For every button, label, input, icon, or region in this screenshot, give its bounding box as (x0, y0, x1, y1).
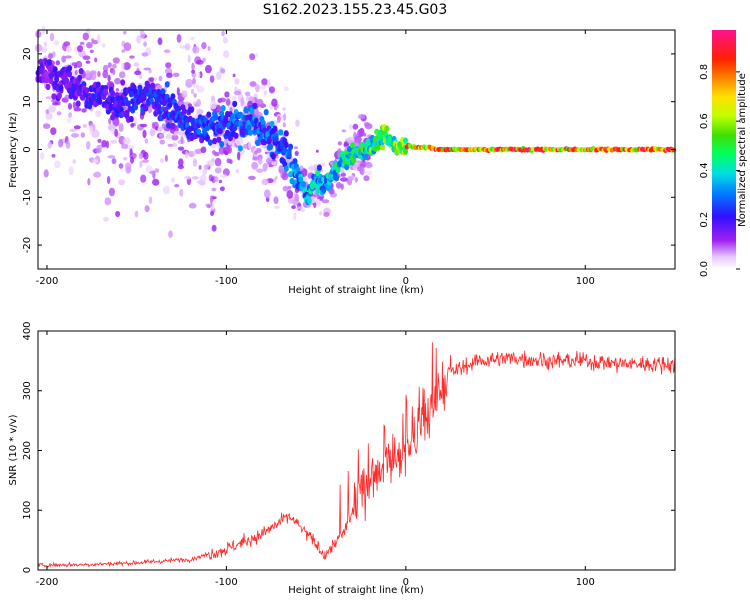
y-tick-label: -10 (22, 189, 33, 205)
spectrogram-y-ticks: -20 -10 0 10 20 (22, 48, 675, 253)
x-tick-label: -200 (36, 276, 59, 287)
snr-ylabel: SNR (10 * v/v) (8, 414, 19, 485)
x-tick-label: -100 (215, 577, 238, 588)
x-tick-label: 100 (576, 577, 595, 588)
snr-x-ticks: -200 -100 0 100 (36, 331, 595, 588)
colorbar-label: Normalized spectral amplitude (737, 73, 748, 227)
x-tick-label: -100 (215, 276, 238, 287)
colorbar-tick-label: 0.0 (699, 261, 710, 277)
snr-series-line (37, 342, 676, 569)
snr-y-ticks: 0 100 200 300 400 (22, 321, 675, 573)
spectrogram-x-ticks: -200 -100 0 100 (36, 30, 595, 287)
y-tick-label: 10 (22, 95, 33, 108)
spectrogram-ylabel: Frequency (Hz) (8, 112, 19, 188)
colorbar-tick-label: 0.6 (699, 113, 710, 129)
y-tick-label: 20 (22, 48, 33, 61)
y-tick-label: 0 (22, 567, 33, 573)
x-tick-label: -200 (36, 577, 59, 588)
x-tick-label: 0 (403, 577, 409, 588)
colorbar-tick-label: 0.8 (699, 64, 710, 80)
spectrogram-image (34, 25, 677, 238)
colorbar-tick-label: 0.2 (699, 212, 710, 228)
y-tick-label: 200 (22, 441, 33, 460)
snr-panel: -200 -100 0 100 0 100 200 300 400 Height of str… (8, 321, 676, 596)
x-tick-label: 0 (403, 276, 409, 287)
x-tick-label: 100 (576, 276, 595, 287)
colorbar-tick-label: 0.4 (699, 162, 710, 178)
y-tick-label: 100 (22, 501, 33, 520)
colorbar-ticks: 0.0 0.2 0.4 0.6 0.8 (699, 64, 740, 277)
figure-title: S162.2023.155.23.45.G03 (263, 2, 448, 18)
snr-xlabel: Height of straight line (km) (288, 585, 424, 596)
y-tick-label: 300 (22, 381, 33, 400)
snr-frame (37, 330, 676, 571)
y-tick-label: -20 (22, 237, 33, 253)
y-tick-label: 0 (22, 146, 33, 152)
colorbar-gradient (712, 30, 736, 269)
spectrogram-xlabel: Height of straight line (km) (288, 285, 424, 296)
y-tick-label: 400 (22, 321, 33, 340)
colorbar: 0.0 0.2 0.4 0.6 0.8 Normalized spectral ampl… (699, 30, 748, 277)
